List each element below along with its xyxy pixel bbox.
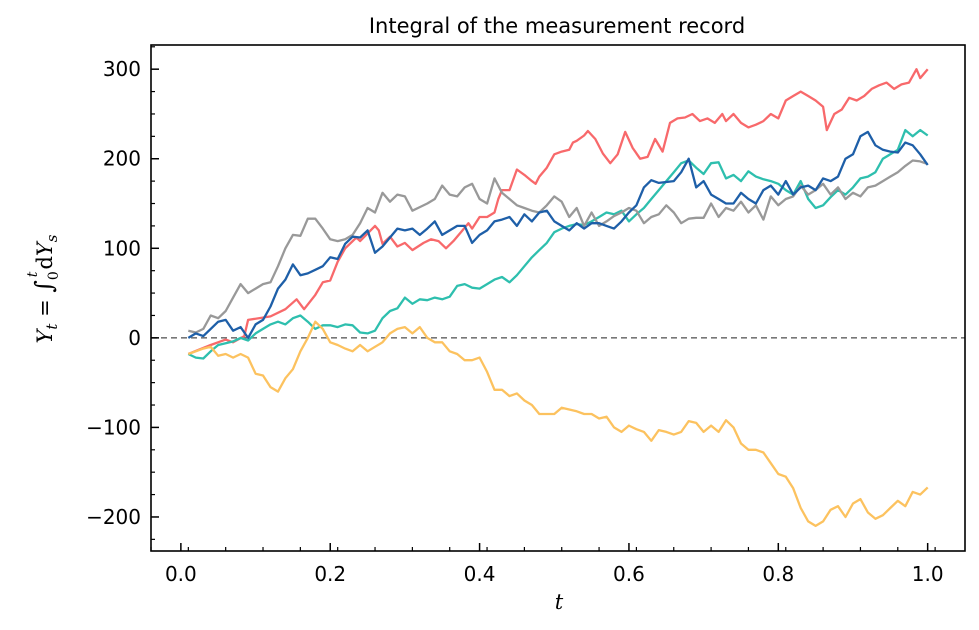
y-tick-label: 200 xyxy=(103,147,141,171)
plot-area: 0.0 0.2 0.4 0.6 0.8 1.0 −200 −100 0 100 200 300 xyxy=(86,44,966,586)
series-line-4 xyxy=(187,130,929,340)
plot-frame xyxy=(150,44,966,552)
y-tick-label: −100 xyxy=(86,415,141,439)
chart-title: Integral of the measurement record xyxy=(369,14,745,38)
y-tick-label: 300 xyxy=(103,57,141,81)
x-axis-label: t xyxy=(555,590,564,614)
x-tick-label: 0.2 xyxy=(314,562,346,586)
series-line-1 xyxy=(187,68,929,356)
series-line-5 xyxy=(187,320,929,528)
x-tick-label: 1.0 xyxy=(912,562,944,586)
y-tick-label: −200 xyxy=(86,505,141,529)
series-line-3 xyxy=(188,159,929,334)
x-tick-label: 0.0 xyxy=(165,562,197,586)
x-tick-label: 0.6 xyxy=(613,562,645,586)
y-tick-label: 0 xyxy=(128,326,141,350)
x-tick-label: 0.4 xyxy=(464,562,496,586)
y-axis-label: Yt = ∫0tdYs xyxy=(25,234,62,343)
y-axis-label-text: Yt = ∫0tdYs xyxy=(25,234,62,343)
x-tick-label: 0.8 xyxy=(762,562,794,586)
y-tick-label: 100 xyxy=(103,236,141,260)
